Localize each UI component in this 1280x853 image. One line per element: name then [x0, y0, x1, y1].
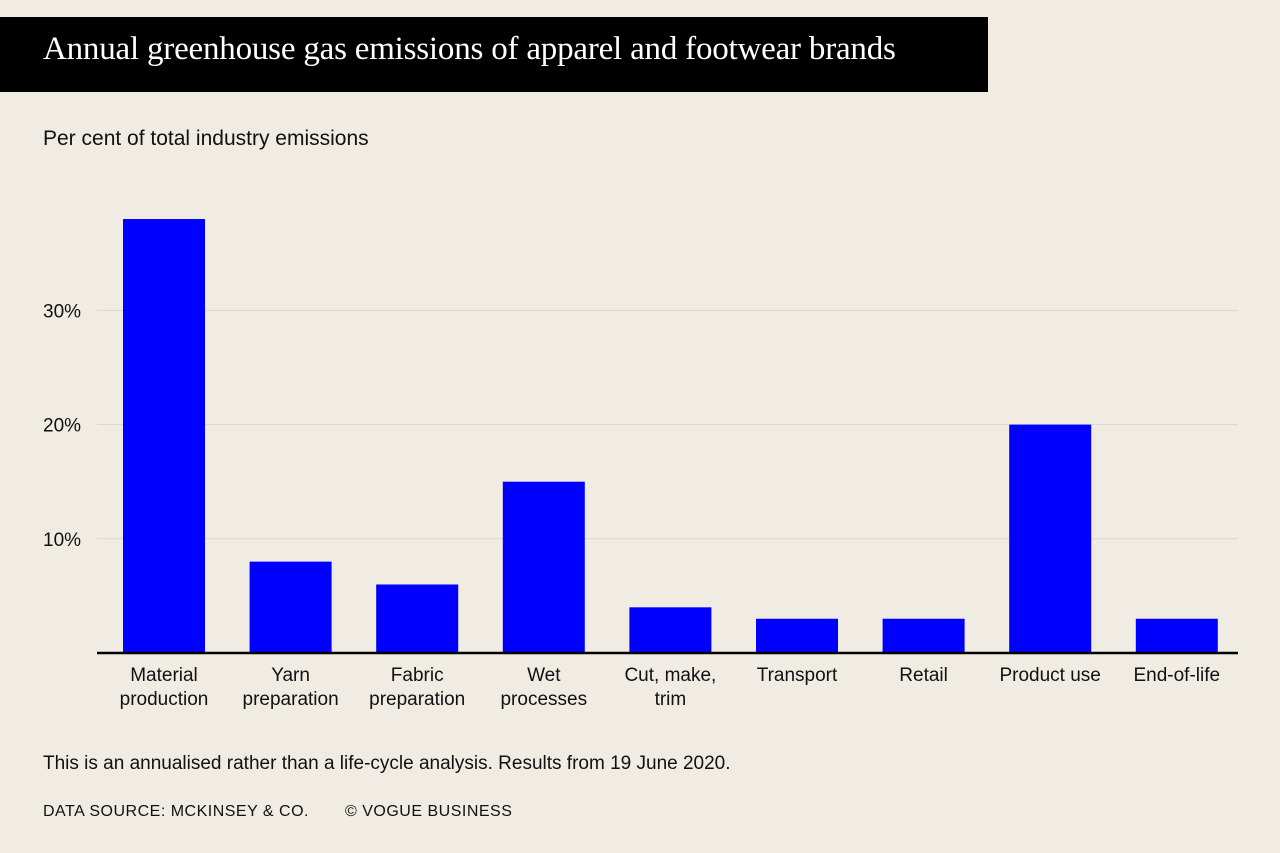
bar	[629, 607, 712, 653]
bar	[249, 561, 332, 653]
bar	[1009, 424, 1092, 653]
chart-title: Annual greenhouse gas emissions of appar…	[43, 31, 896, 67]
bar	[123, 219, 205, 654]
x-tick-label: Wet processes	[500, 665, 587, 710]
x-tick-label: End-of-life	[1133, 665, 1220, 686]
bar	[376, 584, 459, 653]
bar	[502, 481, 585, 653]
data-source: DATA SOURCE: MCKINSEY & CO.	[43, 803, 309, 820]
bar	[882, 618, 965, 653]
y-tick-label: 20%	[43, 416, 81, 437]
x-tick-label: Fabric preparation	[369, 665, 465, 710]
x-tick-label: Cut, make, trim	[624, 665, 716, 710]
y-tick-label: 10%	[43, 530, 81, 551]
bar	[756, 618, 838, 653]
chart-note: This is an annualised rather than a life…	[43, 753, 731, 774]
x-tick-label: Yarn preparation	[243, 665, 339, 710]
copyright-credit: © VOGUE BUSINESS	[345, 803, 513, 820]
bar	[1135, 618, 1218, 653]
x-tick-label: Transport	[757, 665, 838, 686]
x-tick-label: Product use	[999, 665, 1100, 686]
chart-subtitle: Per cent of total industry emissions	[43, 127, 369, 150]
source-row: DATA SOURCE: MCKINSEY & CO. © VOGUE BUSIN…	[43, 803, 512, 821]
x-tick-label: Material production	[120, 665, 209, 710]
x-tick-label: Retail	[899, 665, 948, 686]
y-tick-label: 30%	[43, 301, 81, 322]
title-bar: Annual greenhouse gas emissions of appar…	[0, 17, 988, 92]
